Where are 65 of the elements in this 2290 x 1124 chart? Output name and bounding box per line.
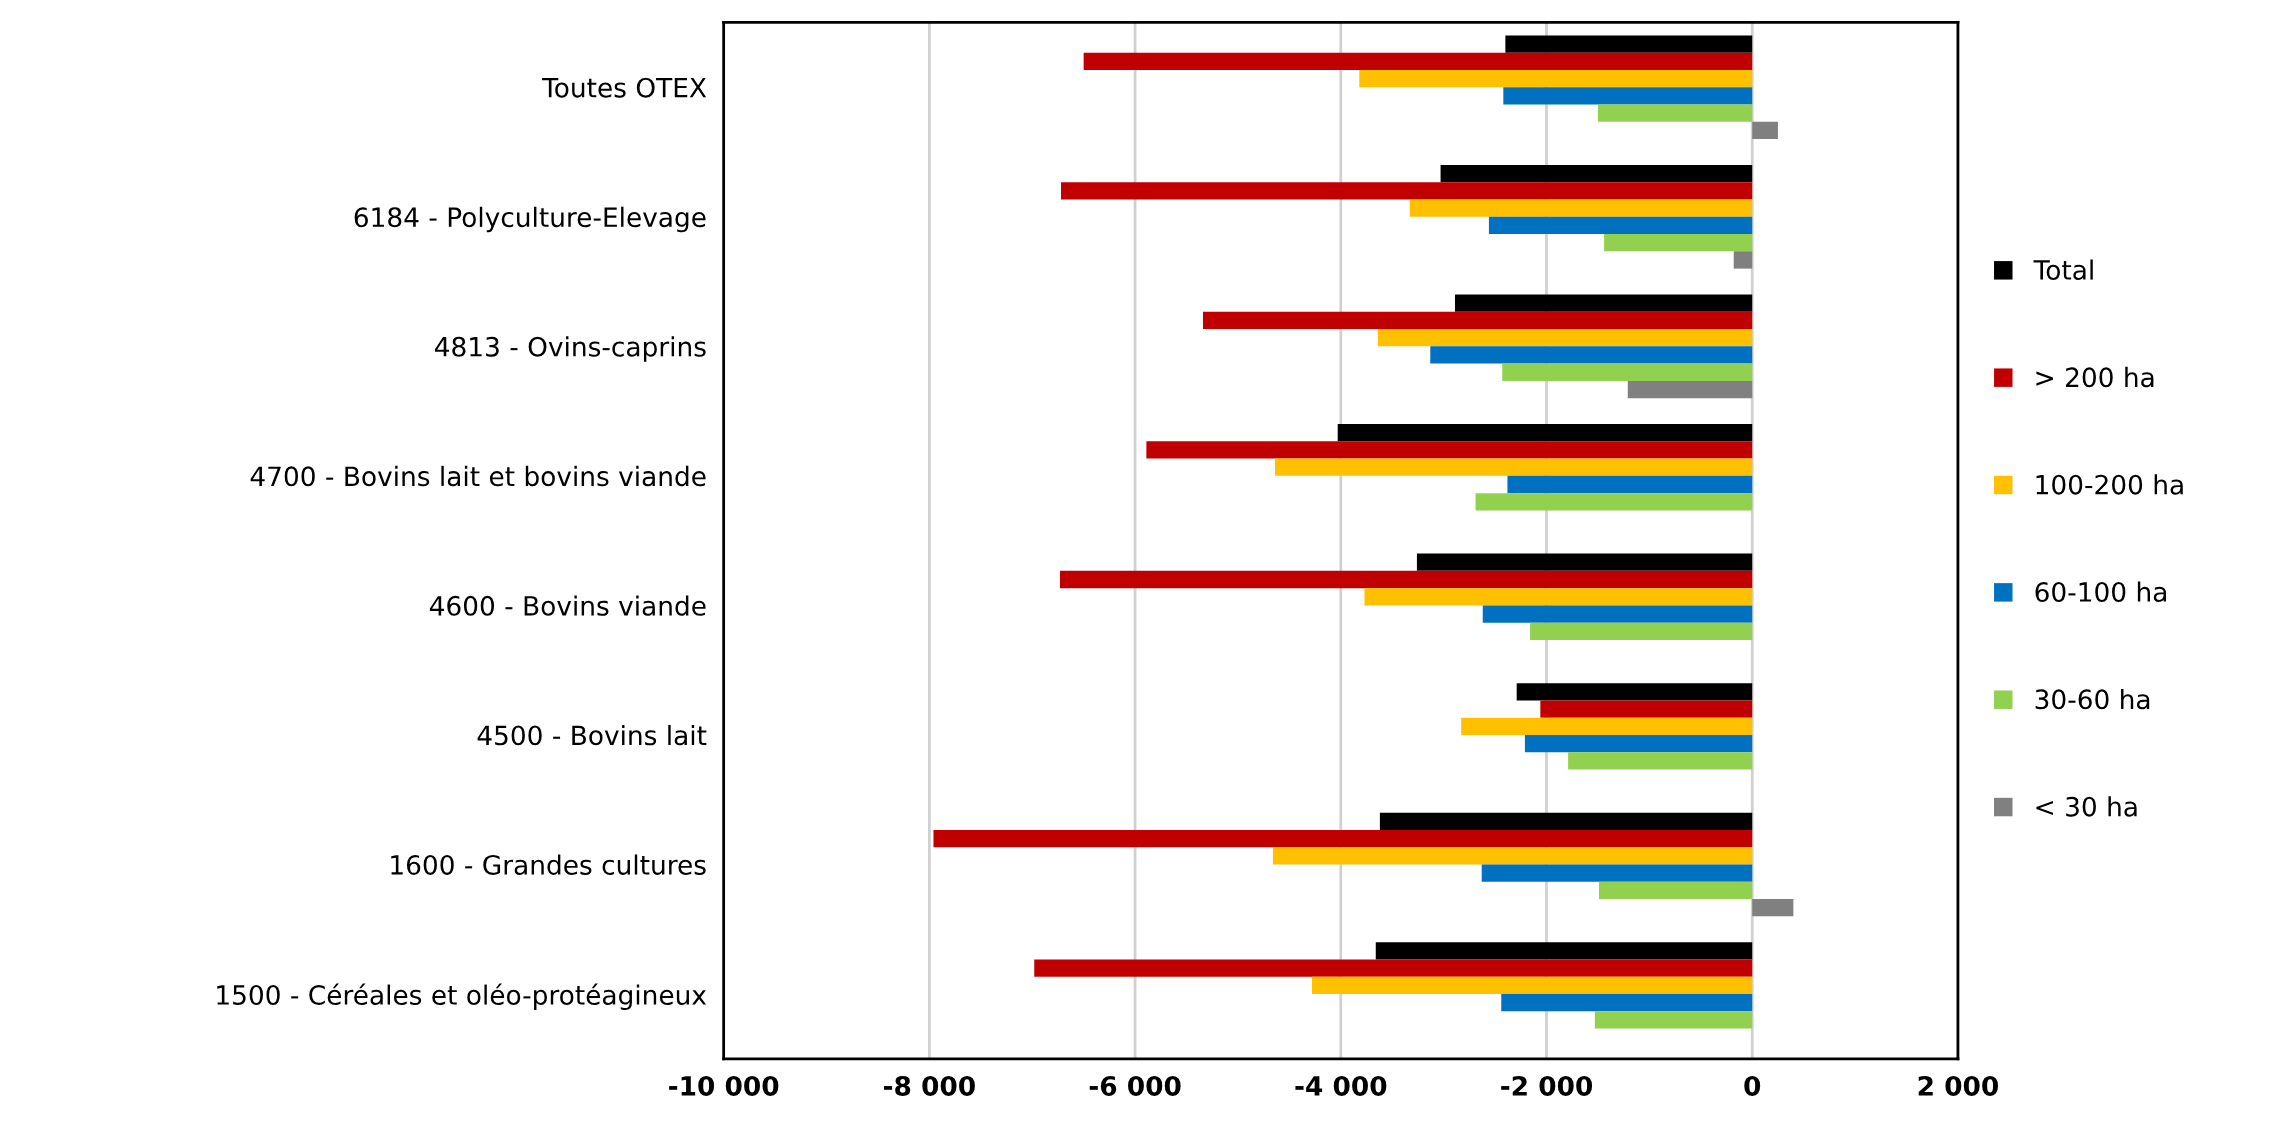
bar bbox=[1359, 69, 1753, 88]
bar bbox=[1540, 700, 1753, 718]
y-tick-label: 1500 - Céréales et oléo-protéagineux bbox=[217, 983, 707, 1011]
legend-label: Total bbox=[2033, 259, 2093, 280]
bar bbox=[1440, 164, 1753, 183]
bar bbox=[1059, 570, 1753, 589]
bar bbox=[1502, 363, 1753, 381]
bar bbox=[1488, 216, 1753, 235]
bar bbox=[1375, 942, 1753, 960]
bar bbox=[1604, 234, 1753, 252]
x-tick-label: -6 000 bbox=[1089, 1075, 1181, 1096]
bar bbox=[1272, 847, 1753, 865]
bar bbox=[1377, 329, 1753, 347]
bar bbox=[1733, 251, 1753, 269]
bar bbox=[1083, 52, 1753, 70]
bar bbox=[1364, 588, 1753, 606]
bar bbox=[1507, 475, 1753, 494]
y-tick-label: 6184 - Polyculture-Elevage bbox=[354, 206, 706, 233]
bar bbox=[1034, 959, 1753, 977]
bar bbox=[1461, 717, 1753, 735]
bar bbox=[1337, 424, 1753, 442]
x-tick-label: -8 000 bbox=[884, 1075, 975, 1096]
bar bbox=[1409, 199, 1753, 217]
bar bbox=[1524, 734, 1753, 753]
bar bbox=[933, 829, 1753, 848]
bar bbox=[1430, 346, 1753, 364]
bar bbox=[1379, 812, 1753, 830]
x-tick-label: 2 000 bbox=[1918, 1075, 1999, 1096]
y-tick-label: 4813 - Ovins-caprins bbox=[435, 336, 706, 362]
bar bbox=[1505, 35, 1753, 53]
bar bbox=[1202, 311, 1753, 330]
y-tick-label: 4600 - Bovins viande bbox=[429, 595, 706, 616]
legend-label: 60-100 ha bbox=[2035, 581, 2166, 602]
bar bbox=[1597, 104, 1753, 122]
legend-label: 30-60 ha bbox=[2035, 688, 2150, 710]
bar bbox=[1475, 493, 1753, 511]
legend-label: 100-200 ha bbox=[2036, 474, 2183, 495]
legend-label: < 30 ha bbox=[2036, 796, 2137, 817]
bar bbox=[1752, 121, 1778, 140]
bar bbox=[1311, 976, 1753, 995]
bar bbox=[1501, 994, 1753, 1012]
x-tick-label: 0 bbox=[1744, 1075, 1761, 1096]
bar bbox=[1454, 294, 1753, 312]
bar bbox=[1416, 553, 1753, 571]
bar bbox=[1568, 752, 1753, 770]
y-tick-label: 4500 - Bovins lait bbox=[477, 724, 707, 746]
x-tick-label: -4 000 bbox=[1295, 1075, 1387, 1096]
legend-label: > 200 ha bbox=[2036, 366, 2154, 388]
bar bbox=[1146, 441, 1753, 459]
bar bbox=[1516, 683, 1753, 701]
y-tick-label: 1600 - Grandes cultures bbox=[391, 854, 706, 875]
bar bbox=[1481, 864, 1753, 882]
bar bbox=[1752, 899, 1794, 917]
bar bbox=[1530, 622, 1753, 640]
y-tick-label: 4700 - Bovins lait et bovins viande bbox=[250, 465, 706, 487]
bar bbox=[1061, 182, 1753, 200]
bar bbox=[1482, 605, 1753, 623]
y-tick-label: Toutes OTEX bbox=[542, 77, 707, 98]
bar bbox=[1503, 87, 1753, 105]
bar bbox=[1598, 881, 1753, 900]
x-tick-label: -10 000 bbox=[669, 1075, 779, 1096]
x-tick-label: -2 000 bbox=[1501, 1075, 1593, 1096]
bar bbox=[1274, 458, 1753, 476]
bar bbox=[1594, 1011, 1753, 1029]
bar bbox=[1627, 380, 1753, 399]
